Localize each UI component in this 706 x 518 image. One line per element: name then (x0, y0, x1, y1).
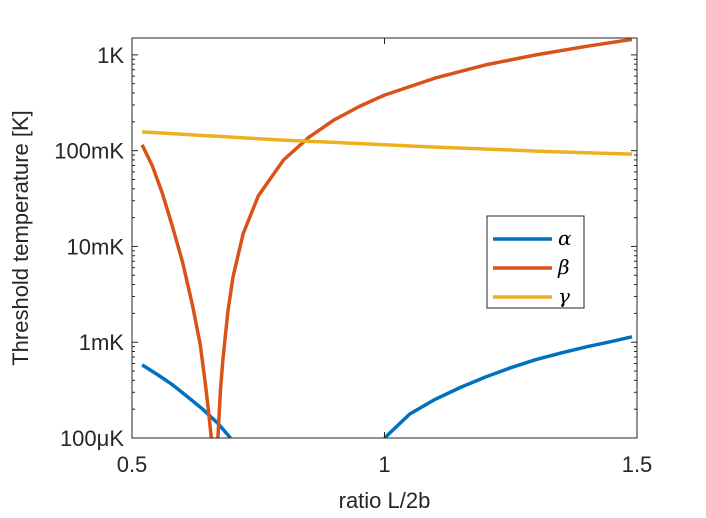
series-line-0-segment-1 (383, 335, 633, 438)
legend-label-1: β (557, 255, 570, 279)
y-tick-label: 1K (97, 43, 124, 68)
legend: αβγ (486, 215, 585, 309)
x-tick-label: 0.5 (117, 452, 148, 477)
legend-label-0: α (558, 226, 572, 250)
y-tick-label: 100mK (54, 139, 124, 164)
tick-layer: 0.5 1 1.5 100μK 1mK 10mK 100mK 1K (54, 38, 652, 477)
series-layer (140, 38, 633, 438)
legend-box (486, 215, 585, 309)
x-axis-title: ratio L/2b (339, 488, 431, 513)
y-tick-label: 1mK (79, 330, 125, 355)
legend-label-2: γ (558, 284, 570, 308)
y-axis-title: Threshold temperature [K] (8, 110, 33, 366)
series-line-1-segment-1 (216, 38, 633, 438)
x-tick-label: 1 (378, 452, 390, 477)
y-tick-label: 100μK (60, 426, 124, 451)
x-tick-label: 1.5 (622, 452, 653, 477)
series-line-1-segment-0 (140, 144, 214, 438)
legend-entries: αβγ (493, 226, 572, 308)
series-line-2-segment-0 (141, 130, 633, 156)
y-tick-label: 10mK (67, 234, 125, 259)
